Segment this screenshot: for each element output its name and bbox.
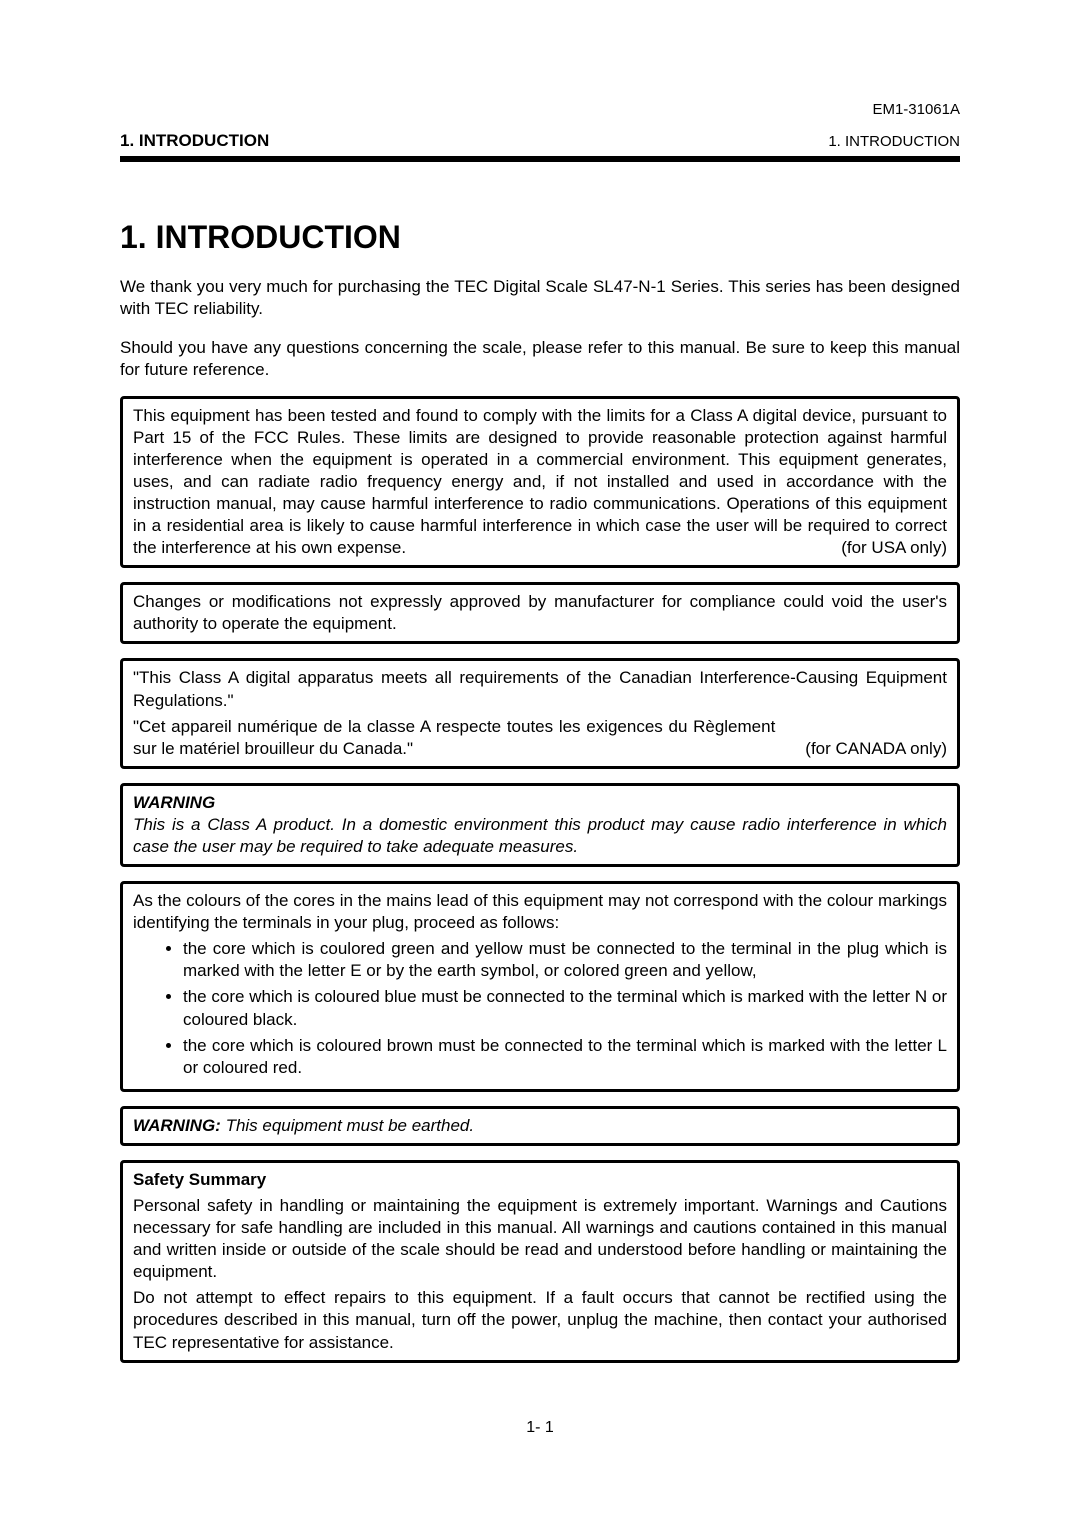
mains-lead-intro: As the colours of the cores in the mains… <box>133 890 947 934</box>
mains-lead-list: the core which is coulored green and yel… <box>133 938 947 1079</box>
mains-lead-item-2: the core which is coloured blue must be … <box>183 986 947 1030</box>
canada-region-note: (for CANADA only) <box>775 738 947 760</box>
safety-summary-title: Safety Summary <box>133 1169 947 1191</box>
earthing-warning-label: WARNING: <box>133 1116 221 1135</box>
earthing-warning-text: This equipment must be earthed. <box>226 1116 475 1135</box>
safety-summary-p1: Personal safety in handling or maintaini… <box>133 1195 947 1283</box>
warning-classA-box: WARNING This is a Class A product. In a … <box>120 783 960 867</box>
safety-summary-p2: Do not attempt to effect repairs to this… <box>133 1287 947 1353</box>
canada-notice-fr: "Cet appareil numérique de la classe A r… <box>133 716 775 760</box>
page-title: 1. INTRODUCTION <box>120 217 960 259</box>
document-id: EM1-31061A <box>120 100 960 120</box>
canada-notice-en: "This Class A digital apparatus meets al… <box>133 667 947 711</box>
warning-label: WARNING <box>133 792 947 814</box>
fcc-region-note: (for USA only) <box>841 537 947 559</box>
header-bar: 1. INTRODUCTION 1. INTRODUCTION <box>120 130 960 162</box>
mains-lead-item-1: the core which is coulored green and yel… <box>183 938 947 982</box>
modifications-notice-box: Changes or modifications not expressly a… <box>120 582 960 644</box>
mains-lead-box: As the colours of the cores in the mains… <box>120 881 960 1092</box>
fcc-notice-box: This equipment has been tested and found… <box>120 396 960 569</box>
earthing-warning-box: WARNING: This equipment must be earthed. <box>120 1106 960 1146</box>
page-number: 1- 1 <box>120 1418 960 1439</box>
intro-paragraph-2: Should you have any questions concerning… <box>120 337 960 381</box>
warning-classA-text: This is a Class A product. In a domestic… <box>133 815 947 856</box>
header-right: 1. INTRODUCTION <box>828 132 960 152</box>
mains-lead-item-3: the core which is coloured brown must be… <box>183 1035 947 1079</box>
page: EM1-31061A 1. INTRODUCTION 1. INTRODUCTI… <box>0 0 1080 1519</box>
modifications-notice-text: Changes or modifications not expressly a… <box>133 592 947 633</box>
canada-notice-box: "This Class A digital apparatus meets al… <box>120 658 960 768</box>
fcc-notice-text: This equipment has been tested and found… <box>133 406 947 558</box>
canada-notice-fr-row: "Cet appareil numérique de la classe A r… <box>133 716 947 760</box>
intro-paragraph-1: We thank you very much for purchasing th… <box>120 276 960 320</box>
safety-summary-box: Safety Summary Personal safety in handli… <box>120 1160 960 1363</box>
header-left: 1. INTRODUCTION <box>120 130 269 152</box>
